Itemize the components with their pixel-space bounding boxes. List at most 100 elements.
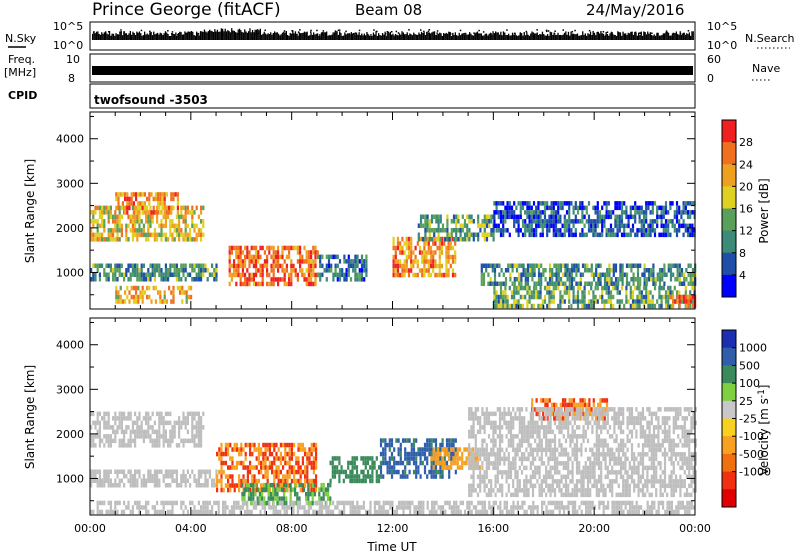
heatmap-cell <box>128 201 131 206</box>
heatmap-cell <box>182 272 185 277</box>
heatmap-cell <box>265 500 268 506</box>
heatmap-cell <box>105 411 108 417</box>
heatmap-cell <box>441 223 445 228</box>
heatmap-cell <box>170 205 173 211</box>
heatmap-cell <box>227 447 230 452</box>
heatmap-cell <box>454 272 457 278</box>
heatmap-cell <box>147 411 150 417</box>
heatmap-cell <box>625 272 629 277</box>
heatmap-cell <box>497 201 500 206</box>
heatmap-cell <box>94 232 97 238</box>
heatmap-cell <box>458 447 462 452</box>
heatmap-cell <box>476 420 480 426</box>
heatmap-cell <box>428 469 431 475</box>
heatmap-cell <box>109 483 112 488</box>
heatmap-cell <box>653 232 657 238</box>
heatmap-cell <box>614 285 617 291</box>
heatmap-cell <box>186 232 189 238</box>
heatmap-cell <box>546 416 549 421</box>
heatmap-cell <box>555 277 558 282</box>
heatmap-cell <box>394 263 397 269</box>
colorbar-swatch <box>722 252 736 276</box>
heatmap-cell <box>455 232 458 237</box>
nsky-label: N.Sky <box>5 32 37 45</box>
heatmap-cell <box>551 456 554 462</box>
heatmap-cell <box>686 210 690 215</box>
heatmap-cell <box>638 210 641 215</box>
heatmap-cell <box>220 487 223 493</box>
heatmap-cell <box>689 272 692 277</box>
heatmap-cell <box>441 460 444 466</box>
heatmap-cell <box>423 254 426 260</box>
heatmap-cell <box>105 478 108 483</box>
heatmap-cell <box>477 223 480 228</box>
heatmap-cell <box>581 210 584 215</box>
heatmap-cell <box>592 228 595 233</box>
heatmap-cell <box>195 411 198 417</box>
heatmap-cell <box>579 416 582 421</box>
heatmap-cell <box>606 272 609 277</box>
heatmap-cell <box>546 223 549 229</box>
heatmap-cell <box>314 272 317 278</box>
heatmap-cell <box>257 487 260 493</box>
heatmap-cell <box>399 442 402 448</box>
heatmap-cell <box>140 478 143 483</box>
heatmap-cell <box>512 420 515 426</box>
heatmap-cell <box>134 232 137 238</box>
nsky-sample <box>613 34 615 40</box>
heatmap-cell <box>193 416 196 421</box>
heatmap-cell <box>530 205 533 211</box>
heatmap-cell <box>182 232 185 238</box>
heatmap-cell <box>218 447 221 452</box>
heatmap-cell <box>423 241 426 246</box>
heatmap-cell <box>674 263 677 268</box>
nsky-sample <box>511 32 514 40</box>
nsky-sample <box>631 31 633 40</box>
heatmap-cell <box>470 456 473 462</box>
heatmap-cell <box>428 438 431 443</box>
heatmap-cell <box>572 285 575 291</box>
nsky-sample <box>151 35 154 40</box>
heatmap-cell <box>477 219 480 224</box>
nsky-sample <box>115 33 117 40</box>
nsky-sample <box>271 34 273 40</box>
heatmap-cell <box>523 425 526 430</box>
heatmap-cell <box>180 228 183 233</box>
nsearch-sample <box>605 35 607 37</box>
heatmap-cell <box>515 303 518 309</box>
heatmap-cell <box>502 228 505 233</box>
heatmap-cell <box>548 299 551 304</box>
heatmap-cell <box>353 474 356 479</box>
heatmap-cell <box>532 303 536 309</box>
heatmap-cell <box>265 482 268 488</box>
heatmap-cell <box>472 411 475 417</box>
heatmap-cell <box>388 447 391 452</box>
heatmap-cell <box>244 277 247 282</box>
heatmap-cell <box>136 483 139 488</box>
heatmap-cell <box>417 447 420 452</box>
heatmap-cell <box>157 196 160 202</box>
heatmap-cell <box>132 294 135 300</box>
heatmap-cell <box>256 487 259 492</box>
heatmap-cell <box>456 456 459 461</box>
heatmap-cell <box>138 425 141 430</box>
heatmap-cell <box>450 442 453 448</box>
heatmap-cell <box>498 281 501 286</box>
heatmap-cell <box>581 411 584 417</box>
heatmap-cell <box>527 492 530 498</box>
heatmap-cell <box>136 434 139 439</box>
heatmap-cell <box>572 299 575 304</box>
nsky-sample <box>145 34 147 40</box>
nsky-sample <box>344 32 346 40</box>
heatmap-cell <box>304 469 307 475</box>
heatmap-cell <box>638 228 641 233</box>
heatmap-cell <box>237 259 240 264</box>
heatmap-cell <box>314 250 317 255</box>
heatmap-cell <box>157 210 160 215</box>
heatmap-cell <box>531 407 535 412</box>
heatmap-cell <box>120 425 123 430</box>
heatmap-cell <box>558 488 561 493</box>
heatmap-cell <box>519 214 522 220</box>
heatmap-cell <box>441 465 444 470</box>
heatmap-cell <box>505 447 508 453</box>
